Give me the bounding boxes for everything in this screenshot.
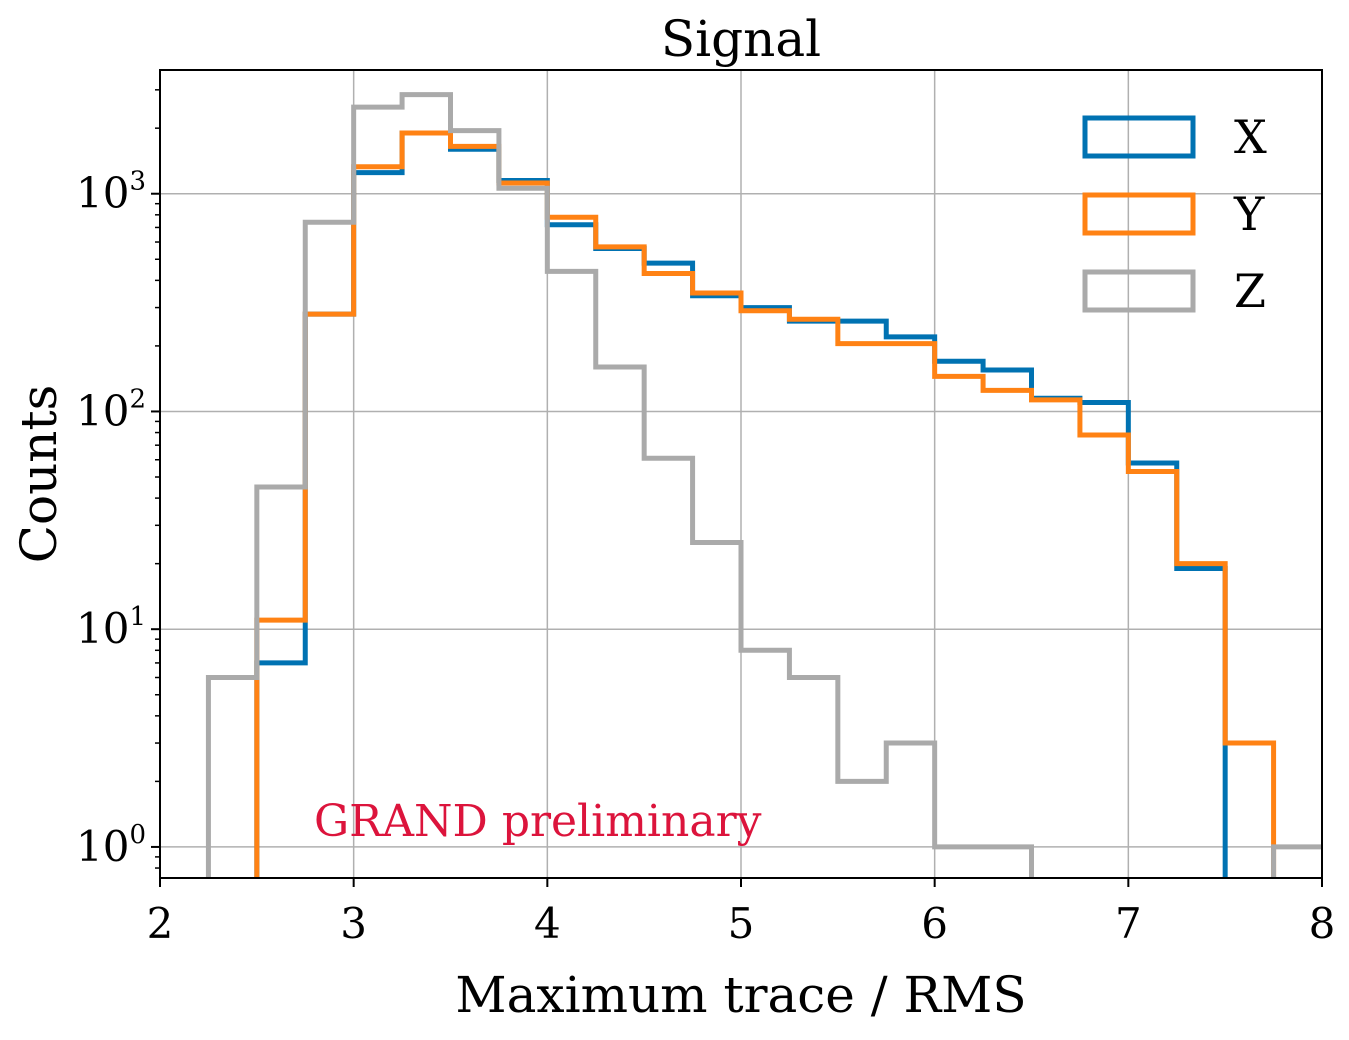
series-y-line [254,130,1277,878]
legend: XYZ [1082,110,1267,318]
x-tick-label-7: 7 [1115,899,1142,948]
series-layer [205,92,1322,878]
x-axis-ticks: 2 3 4 5 6 7 8 [147,878,1336,948]
grid-lines [160,70,1322,878]
y-tick-label-1000: 103 [76,167,146,218]
legend-swatch-x [1082,115,1196,159]
legend-label-y: Y [1233,187,1265,241]
x-tick-label-4: 4 [534,899,561,948]
chart-title: Signal [661,10,821,68]
x-tick-label-3: 3 [340,899,367,948]
legend-label-z: Z [1234,264,1266,318]
y-tick-label-100: 102 [76,384,146,435]
x-tick-label-6: 6 [921,899,948,948]
x-tick-label-5: 5 [728,899,755,948]
x-axis-label: Maximum trace / RMS [455,966,1026,1024]
legend-label-x: X [1234,110,1267,164]
y-axis-ticks: 100 101 102 103 [76,89,160,871]
legend-swatch-y [1082,192,1196,236]
x-tick-label-2: 2 [147,899,174,948]
grand-preliminary-annotation: GRAND preliminary [314,796,762,847]
y-tick-label-10: 101 [76,602,146,653]
series-z-line [205,92,1322,878]
y-axis-label: Counts [10,385,68,564]
y-tick-label-1: 100 [76,820,146,871]
x-tick-label-8: 8 [1309,899,1336,948]
legend-swatch-z [1082,269,1196,313]
